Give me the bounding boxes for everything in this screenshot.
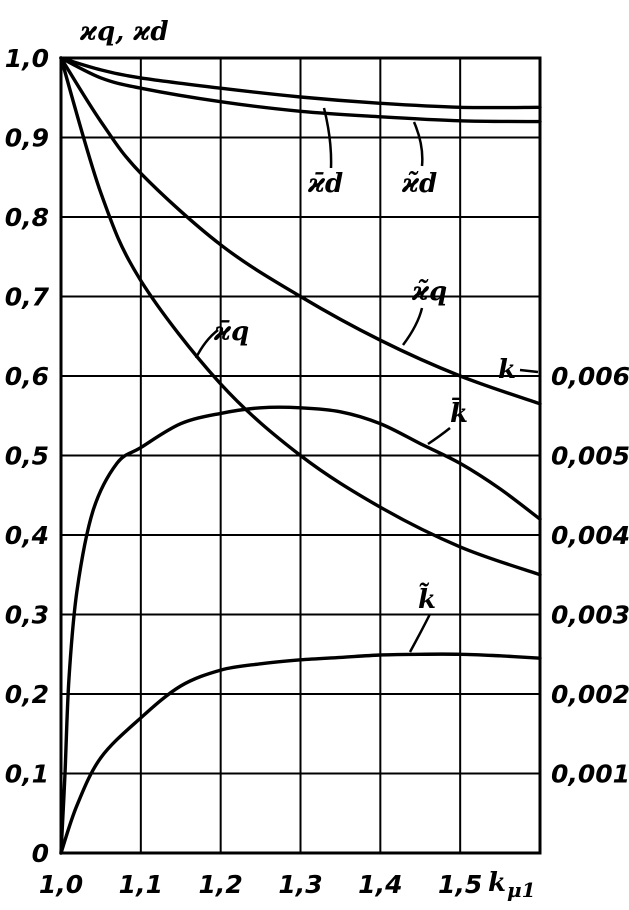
y2-tick-label: 0,006 (551, 362, 629, 391)
leader-kappa-d-tilde (412, 121, 424, 167)
leader-kappa-q-tilde (401, 307, 424, 346)
label-k-tilde: k̃ (418, 582, 436, 615)
x-axis-title-sub: μ1 (507, 878, 536, 902)
x-axis-title: k μ1 (488, 868, 536, 902)
y2-axis-title: k (498, 355, 516, 385)
y-tick-label: 0,1 (5, 760, 49, 789)
x-tick-label: 1,5 (438, 870, 482, 899)
curve-k-bar (59, 405, 542, 855)
leader-k-bar (427, 427, 451, 446)
x-tick-label: 1,4 (358, 870, 402, 899)
label-kappa-q-bar: ϰ̄q (213, 317, 249, 347)
y-tick-label: 0,4 (5, 521, 49, 550)
label-kappa-q-tilde: ϰ̃q (411, 277, 447, 307)
leader-k-tilde (408, 613, 432, 653)
y-tick-label: 0,2 (5, 680, 49, 709)
label-kappa-d-tilde: ϰ̃d (401, 169, 437, 199)
y-tick-label: 0,9 (5, 124, 49, 153)
x-tick-label: 1,0 (39, 870, 83, 899)
leader-kappa-q-bar (194, 329, 219, 359)
label-k-bar: k̄ (450, 397, 468, 429)
x-tick-label: 1,2 (199, 870, 243, 899)
label-kappa-d-bar: ϰ̄d (307, 169, 343, 199)
grid (61, 58, 540, 853)
y-tick-label: 0,5 (5, 442, 49, 471)
leader-kappa-d-bar (322, 107, 333, 169)
curve-kappa-d-tilde (59, 56, 542, 110)
y2-tick-label: 0,003 (551, 601, 629, 630)
curve-k-tilde (59, 652, 542, 855)
curves (59, 56, 542, 855)
x-axis-title-main: k (488, 868, 506, 898)
y-tick-label: 1,0 (5, 44, 49, 73)
x-tick-label: 1,3 (278, 870, 322, 899)
y2-tick-label: 0,001 (551, 760, 629, 789)
y-tick-label: 0,8 (5, 203, 49, 232)
y2-tick-label: 0,005 (551, 442, 629, 471)
y2-axis-title-leader (519, 368, 539, 374)
y-tick-label: 0,6 (5, 362, 49, 391)
curve-labels: ϰ̄d ϰ̃d ϰ̃q ϰ̄q k̄ k̃ (194, 107, 468, 653)
tick-labels: 1,0 1,1 1,2 1,3 1,4 1,5 0 0,1 0,2 0,3 0,4 0,5 0,6 0,7… (5, 44, 629, 899)
y-axis-title: ϰq, ϰd (79, 17, 169, 47)
y-tick-label: 0,7 (5, 283, 50, 312)
x-tick-label: 1,1 (119, 870, 163, 899)
y-tick-label: 0,3 (5, 601, 49, 630)
curve-kappa-q-tilde (59, 56, 542, 406)
y2-tick-label: 0,004 (551, 521, 629, 550)
y-tick-label: 0 (32, 839, 49, 868)
y2-tick-label: 0,002 (551, 680, 629, 709)
plot-frame (59, 56, 542, 855)
curve-kappa-d-bar (59, 56, 542, 124)
